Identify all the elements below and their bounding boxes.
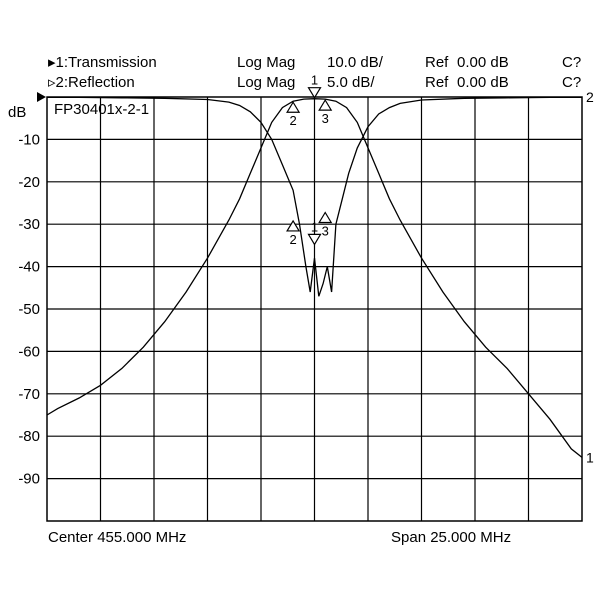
reference-pointer-icon bbox=[37, 92, 46, 102]
marker-label: 3 bbox=[322, 223, 329, 238]
marker-2-icon bbox=[286, 219, 301, 232]
y-tick-label: -30 bbox=[18, 216, 40, 233]
y-tick-label: -50 bbox=[18, 301, 40, 318]
y-tick-label: -70 bbox=[18, 386, 40, 403]
y-tick-label: -80 bbox=[18, 428, 40, 445]
trace-end-label-2: 2 bbox=[586, 89, 594, 105]
ch2-label: ▹2:Reflection bbox=[48, 74, 135, 91]
marker-label: 2 bbox=[289, 232, 296, 247]
y-tick-label: -10 bbox=[18, 131, 40, 148]
ch2-ref-value: 0.00 dB bbox=[457, 74, 509, 91]
ch1-label-text: 1:Transmission bbox=[55, 54, 157, 71]
trace-title: FP30401x-2-1 bbox=[54, 101, 150, 118]
marker-1-icon bbox=[307, 233, 322, 246]
ch1-ref-label: Ref bbox=[425, 54, 449, 71]
footer-center: Center 455.000 MHz bbox=[48, 529, 187, 546]
ch1-ref-value: 0.00 dB bbox=[457, 54, 509, 71]
y-tick-label: -90 bbox=[18, 471, 40, 488]
marker-label: 3 bbox=[322, 111, 329, 126]
marker-label: 1 bbox=[311, 73, 318, 88]
y-tick-label: -20 bbox=[18, 174, 40, 191]
ch1-status: C? bbox=[562, 54, 582, 71]
series-line-reflection bbox=[47, 96, 582, 297]
marker-1-icon bbox=[307, 87, 322, 99]
ch2-status: C? bbox=[562, 74, 582, 91]
ch2-label-text: 2:Reflection bbox=[55, 74, 135, 91]
marker-label: 1 bbox=[311, 219, 318, 234]
trace-end-label-1: 1 bbox=[586, 449, 594, 465]
marker-3-icon bbox=[318, 211, 333, 224]
marker-2-icon bbox=[286, 101, 301, 113]
ch1-format: Log Mag bbox=[237, 54, 296, 71]
marker-3-icon bbox=[318, 98, 333, 111]
ch1-label: ▸1:Transmission bbox=[48, 54, 157, 71]
ch1-scale: 10.0 dB/ bbox=[327, 54, 383, 71]
y-tick-label: -60 bbox=[18, 343, 40, 360]
y-axis-unit: dB bbox=[8, 104, 27, 121]
footer-span: Span 25.000 MHz bbox=[391, 529, 512, 546]
y-tick-label: -40 bbox=[18, 259, 40, 276]
marker-label: 2 bbox=[289, 113, 296, 128]
ch2-format: Log Mag bbox=[237, 74, 296, 91]
ch2-ref-label: Ref bbox=[425, 74, 449, 91]
ch2-scale: 5.0 dB/ bbox=[327, 74, 375, 91]
